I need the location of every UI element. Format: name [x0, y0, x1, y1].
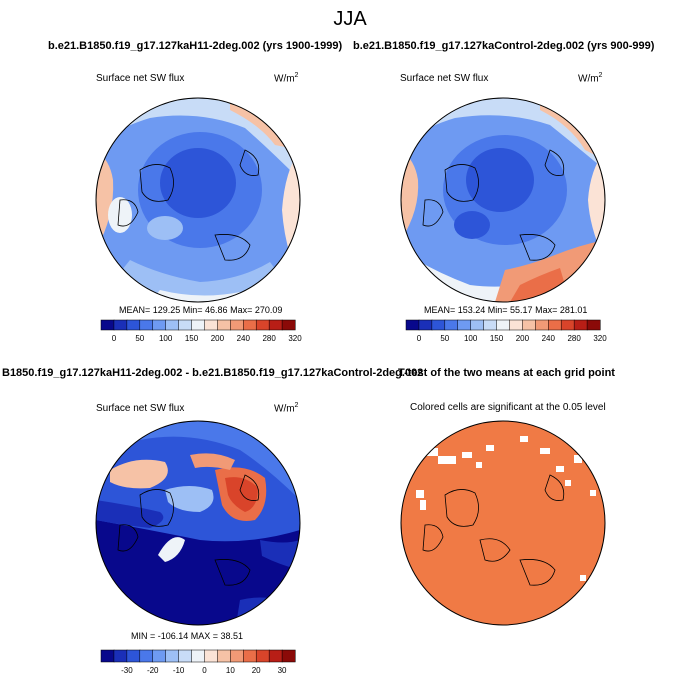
panel1-colorbar-tick-label: 240: [237, 334, 251, 343]
panel1-colorbar-swatch: [139, 319, 154, 331]
panel2-colorbar-swatch: [457, 319, 472, 331]
panel1-colorbar-tick-label: 100: [159, 334, 173, 343]
panel3-colorbar-swatch: [113, 649, 128, 663]
panel3-colorbar-tick-label: 10: [226, 666, 235, 675]
panel2-colorbar-tick-label: 150: [490, 334, 504, 343]
panel3-colorbar-swatch: [281, 649, 296, 663]
panel1-colorbar-tick-label: 280: [262, 334, 276, 343]
panel1-colorbar-swatch: [165, 319, 180, 331]
panel1-colorbar-swatch: [217, 319, 231, 331]
panel2-colorbar-tick-label: 200: [516, 334, 530, 343]
panel2-colorbar-tick-label: 240: [542, 334, 556, 343]
panel2-colorbar-swatch: [470, 319, 485, 331]
panel2-colorbar-tick-label: 100: [464, 334, 478, 343]
panel1-colorbar-swatch: [178, 319, 193, 331]
panel2-colorbar-swatch: [548, 319, 562, 331]
panel1-colorbar-swatch: [191, 319, 206, 331]
panel1-colorbar-swatch: [100, 319, 115, 331]
panel3-units: W/m2: [274, 402, 299, 415]
panel2-map: [401, 98, 605, 302]
panel3-colorbar-swatch: [230, 649, 244, 663]
panel1-colorbar-swatch: [255, 319, 270, 331]
panel2-colorbar-tick-label: 50: [440, 334, 449, 343]
panel2-colorbar-swatch: [431, 319, 446, 331]
panel2-colorbar-swatch: [535, 319, 549, 331]
panel4-map: [401, 421, 605, 625]
panel1-colorbar-tick-label: 50: [135, 334, 144, 343]
panel1-colorbar-swatch: [113, 319, 128, 331]
panel1-colorbar-tick-label: 150: [185, 334, 199, 343]
panel3-colorbar-swatch: [217, 649, 231, 663]
main-title: JJA: [333, 8, 367, 30]
panel3-colorbar-tick-label: -20: [147, 666, 159, 675]
panel2-colorbar-swatch: [444, 319, 459, 331]
panel3-colorbar-tick-label: 20: [252, 666, 261, 675]
panel2-colorbar-swatch: [522, 319, 536, 331]
panel2-variable: Surface net SW flux: [400, 73, 489, 84]
panel1-colorbar-tick-label: 0: [112, 334, 117, 343]
panel1-title: b.e21.B1850.f19_g17.127kaH11-2deg.002 (y…: [48, 40, 343, 52]
panel3-stats: MIN = -106.14 MAX = 38.51: [131, 631, 244, 641]
panel1-variable: Surface net SW flux: [96, 73, 185, 84]
panel1-colorbar-swatch: [230, 319, 244, 331]
panel3-colorbar-swatch: [268, 649, 283, 663]
panel1-colorbar-swatch: [281, 319, 296, 331]
panel2-colorbar-tick-label: 0: [417, 334, 422, 343]
panel3-colorbar-swatch: [165, 649, 180, 663]
panel3-colorbar: -30 -20 -10 0 10 20 30: [100, 649, 296, 675]
panel2-colorbar-tick-label: 280: [567, 334, 581, 343]
panel4-border: [400, 420, 606, 626]
panel3-colorbar-swatch: [204, 649, 218, 663]
panel3-colorbar-swatch: [152, 649, 167, 663]
panel2-border: [400, 97, 606, 303]
panel2-units: W/m2: [578, 72, 603, 85]
panel2-stats: MEAN= 153.24 Min= 55.17 Max= 281.01: [424, 305, 588, 315]
panel1-map: [96, 98, 300, 302]
panel2-colorbar: 0 50 100 150 200 240 280 320: [405, 319, 607, 343]
panel3-colorbar-swatch: [255, 649, 270, 663]
panel1-colorbar-tick-label: 200: [211, 334, 225, 343]
panel2-colorbar-swatch: [509, 319, 523, 331]
panel3-colorbar-swatch: [243, 649, 257, 663]
panel1-units: W/m2: [274, 72, 299, 85]
panel1-border: [95, 97, 301, 303]
panel2-colorbar-swatch: [483, 319, 498, 331]
panel2-colorbar-swatch: [573, 319, 588, 331]
panel2-colorbar-swatch: [418, 319, 433, 331]
panel3-colorbar-swatch: [178, 649, 193, 663]
panel1-colorbar-swatch: [268, 319, 283, 331]
panel3-colorbar-tick-label: 0: [202, 666, 207, 675]
panel2-colorbar-swatch: [405, 319, 420, 331]
panel3-colorbar-tick-label: -10: [173, 666, 185, 675]
panel2-colorbar-tick-label: 320: [593, 334, 607, 343]
panel1-colorbar-swatch: [126, 319, 141, 331]
panel4-subtitle: Colored cells are significant at the 0.0…: [410, 402, 606, 413]
panel3-colorbar-swatch: [191, 649, 206, 663]
panel1-colorbar-swatch: [204, 319, 218, 331]
panel3-map: [96, 421, 300, 625]
panel4-title: T-test of the two means at each grid poi…: [398, 367, 615, 379]
panel3-colorbar-tick-label: -30: [121, 666, 133, 675]
panel2-colorbar-swatch: [560, 319, 575, 331]
panel3-border: [95, 420, 301, 626]
panel3-colorbar-tick-label: 30: [278, 666, 287, 675]
panel1-colorbar-swatch: [152, 319, 167, 331]
panel3-variable: Surface net SW flux: [96, 403, 185, 414]
panel1-stats: MEAN= 129.25 Min= 46.86 Max= 270.09: [119, 305, 283, 315]
panel3-title: B1850.f19_g17.127kaH11-2deg.002 - b.e21.…: [2, 367, 424, 379]
panel1-colorbar-swatch: [243, 319, 257, 331]
panel2-colorbar-swatch: [496, 319, 511, 331]
panel1-colorbar: 0 50 100 150 200 240 280 320: [100, 319, 302, 343]
panel3-colorbar-swatch: [100, 649, 115, 663]
panel2-colorbar-swatch: [586, 319, 601, 331]
panel2-title: b.e21.B1850.f19_g17.127kaControl-2deg.00…: [353, 40, 655, 52]
panel3-colorbar-swatch: [139, 649, 154, 663]
panel3-colorbar-swatch: [126, 649, 141, 663]
panel1-colorbar-tick-label: 320: [288, 334, 302, 343]
